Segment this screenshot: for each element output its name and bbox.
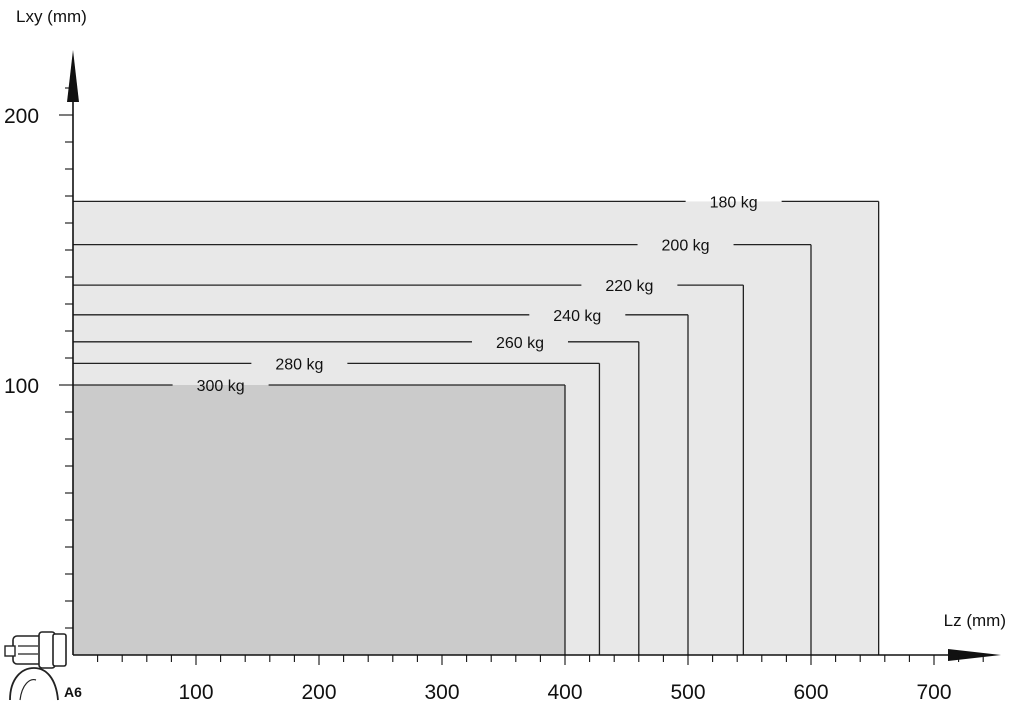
wrist-axis-label: A6 — [64, 684, 82, 700]
x-tick-label-600: 600 — [793, 681, 828, 701]
x-tick-label-100: 100 — [178, 681, 213, 701]
curve-label-280-kg: 280 kg — [275, 356, 323, 373]
curve-label-240-kg: 240 kg — [553, 308, 601, 325]
x-axis-title: Lz (mm) — [944, 611, 1006, 630]
curve-label-300-kg: 300 kg — [197, 378, 245, 395]
y-axis-title: Lxy (mm) — [16, 7, 87, 26]
curve-label-180-kg: 180 kg — [710, 194, 758, 211]
curve-label-220-kg: 220 kg — [605, 278, 653, 295]
robot-wrist-icon — [4, 631, 67, 701]
x-tick-label-500: 500 — [670, 681, 705, 701]
max-load-area — [73, 385, 565, 655]
x-tick-label-300: 300 — [424, 681, 459, 701]
x-tick-label-400: 400 — [547, 681, 582, 701]
curve-label-200-kg: 200 kg — [662, 238, 710, 255]
load-envelope-fills — [73, 201, 879, 655]
y-axis-arrow — [67, 50, 79, 102]
x-tick-label-200: 200 — [301, 681, 336, 701]
load-curves — [73, 200, 880, 655]
y-tick-label-100: 100 — [4, 375, 39, 398]
curve-label-260-kg: 260 kg — [496, 335, 544, 352]
y-tick-label-200: 200 — [4, 105, 39, 128]
x-axis-arrow — [948, 649, 1001, 661]
axes — [59, 50, 1001, 665]
x-tick-label-700: 700 — [916, 681, 951, 701]
